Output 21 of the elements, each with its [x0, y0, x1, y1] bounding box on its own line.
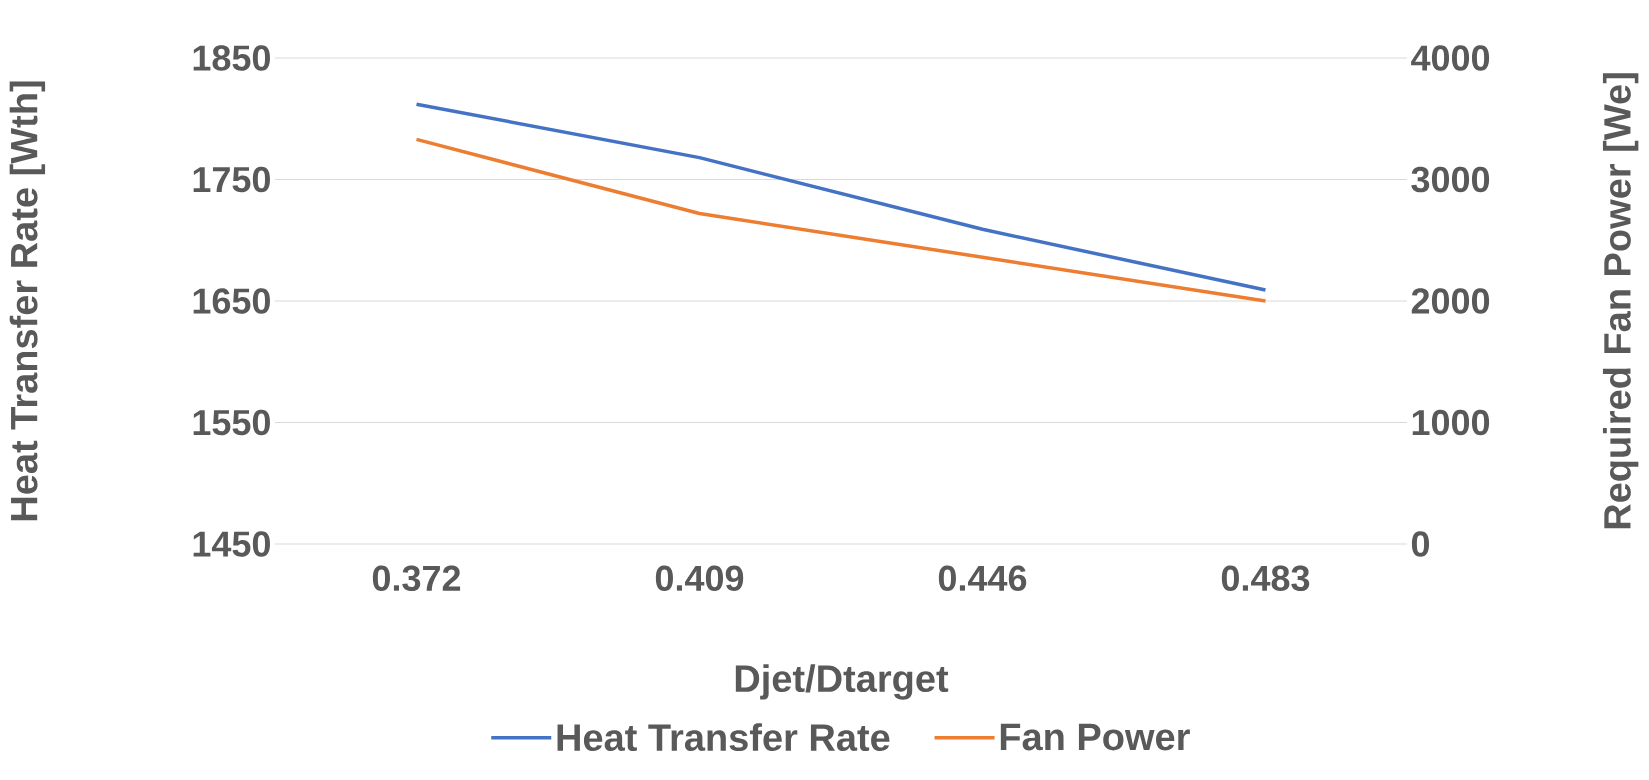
legend-label: Fan Power — [1000, 723, 1190, 751]
y-tick-label: 1750 — [193, 166, 270, 193]
y-tick-label: 1550 — [193, 409, 270, 436]
y2-tick-label: 0 — [1411, 531, 1430, 557]
y-tick-label: 1650 — [193, 288, 270, 314]
y-axis-title: Heat Transfer Rate [Wth] — [9, 81, 46, 521]
line-series — [414, 102, 1268, 292]
x-tick-label: 0.446 — [938, 565, 1027, 592]
x-tick-label: 0.483 — [1221, 565, 1310, 592]
y2-tick-label: 3000 — [1411, 166, 1490, 193]
y2-axis-title: Required Fan Power [We] — [1602, 73, 1639, 529]
legend-label: Heat Transfer Rate — [557, 723, 890, 752]
y-tick-label: 1850 — [193, 45, 270, 71]
x-axis-title: Djet/Dtarget — [735, 664, 949, 700]
x-tick-label: 0.372 — [372, 565, 461, 592]
y2-tick-label: 4000 — [1411, 45, 1490, 71]
x-tick-label: 0.409 — [655, 565, 744, 592]
y2-tick-label: 1000 — [1412, 409, 1490, 436]
line-series — [414, 137, 1268, 303]
y2-tick-label: 2000 — [1411, 288, 1490, 314]
y-tick-label: 1450 — [193, 531, 270, 557]
